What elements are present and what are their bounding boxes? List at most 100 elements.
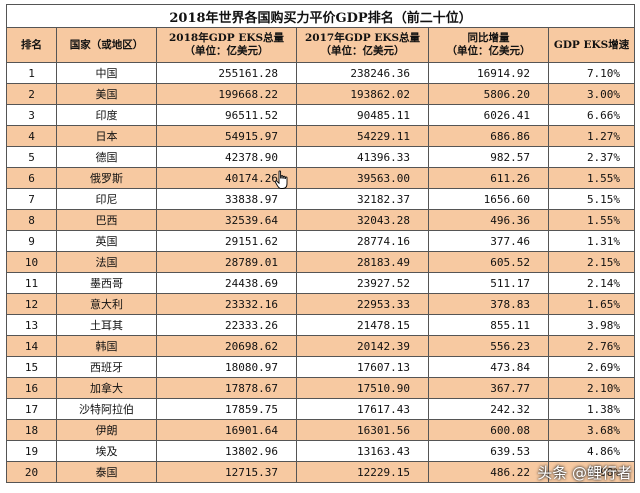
cell-rank: 10 [6,251,57,273]
cell-gdp-2017: 39563.00 [296,167,429,189]
table-row: 17 沙特阿拉伯 17859.75 17617.43 242.32 1.38% [6,398,636,420]
cell-gdp-2017: 32182.37 [296,188,429,210]
cell-growth-rate: 4.86% [547,440,636,462]
cell-increase: 5806.20 [428,83,549,105]
cell-country: 印尼 [56,188,157,210]
cell-gdp-2017: 54229.11 [296,125,429,147]
header-growth-rate: GDP EKS增速 [547,27,636,63]
cell-country: 印度 [56,104,157,126]
cell-gdp-2018: 96511.52 [156,104,297,126]
cell-rank: 6 [6,167,57,189]
cell-gdp-2017: 13163.43 [296,440,429,462]
title-row: 2018年世界各国购买力平价GDP排名（前二十位） [5,4,636,28]
cell-increase: 639.53 [428,440,549,462]
cell-increase: 600.08 [428,419,549,441]
cell-country: 法国 [56,251,157,273]
cell-gdp-2017: 21478.15 [296,314,429,336]
cell-country: 埃及 [56,440,157,462]
cell-gdp-2017: 90485.11 [296,104,429,126]
cell-country: 意大利 [56,293,157,315]
cell-rank: 9 [6,230,57,252]
cell-gdp-2017: 28774.16 [296,230,429,252]
cell-growth-rate: 2.14% [547,272,636,294]
table-row: 8 巴西 32539.64 32043.28 496.36 1.55% [6,209,636,231]
cell-gdp-2017: 20142.39 [296,335,429,357]
cell-rank: 17 [6,398,57,420]
table-body: 1 中国 255161.28 238246.36 16914.92 7.10% 2 美国 199… [6,62,636,483]
cell-increase: 982.57 [428,146,549,168]
cell-growth-rate: 2.76% [547,335,636,357]
header-gdp-2017-line2: （单位：亿美元） [320,45,405,57]
cell-gdp-2018: 28789.01 [156,251,297,273]
cell-growth-rate: 2.69% [547,356,636,378]
cell-growth-rate: 7.10% [547,62,636,84]
cell-growth-rate: 2.37% [547,146,636,168]
cell-country: 加拿大 [56,377,157,399]
cell-gdp-2018: 29151.62 [156,230,297,252]
watermark: 头条 @鲤行者 [537,464,632,482]
table-row: 6 俄罗斯 40174.26 39563.00 611.26 1.55% [6,167,636,189]
hand-pointer-icon [274,170,288,189]
cell-country: 日本 [56,125,157,147]
cell-gdp-2017: 28183.49 [296,251,429,273]
cell-rank: 18 [6,419,57,441]
cell-gdp-2017: 17617.43 [296,398,429,420]
cell-gdp-2017: 17607.13 [296,356,429,378]
table-row: 14 韩国 20698.62 20142.39 556.23 2.76% [6,335,636,357]
cell-gdp-2018: 32539.64 [156,209,297,231]
cell-rank: 11 [6,272,57,294]
cell-gdp-2018: 42378.90 [156,146,297,168]
table-row: 13 土耳其 22333.26 21478.15 855.11 3.98% [6,314,636,336]
cell-gdp-2017: 41396.33 [296,146,429,168]
cell-gdp-2018: 20698.62 [156,335,297,357]
cell-growth-rate: 6.66% [547,104,636,126]
cell-rank: 5 [6,146,57,168]
table-row: 15 西班牙 18080.97 17607.13 473.84 2.69% [6,356,636,378]
cell-country: 泰国 [56,461,157,483]
cell-country: 德国 [56,146,157,168]
header-increase-line2: （单位：亿美元） [446,45,531,57]
cell-gdp-2018: 13802.96 [156,440,297,462]
header-increase-line1: 同比增量 [467,32,510,44]
cell-gdp-2017: 17510.90 [296,377,429,399]
table-row: 1 中国 255161.28 238246.36 16914.92 7.10% [6,62,636,84]
cell-gdp-2017: 12229.15 [296,461,429,483]
cell-increase: 377.46 [428,230,549,252]
cell-rank: 16 [6,377,57,399]
cell-rank: 8 [6,209,57,231]
header-gdp-2018-line1: 2018年GDP EKS总量 [168,32,285,44]
cell-gdp-2018: 18080.97 [156,356,297,378]
cell-increase: 1656.60 [428,188,549,210]
table-row: 9 英国 29151.62 28774.16 377.46 1.31% [6,230,636,252]
cell-increase: 473.84 [428,356,549,378]
cell-rank: 1 [6,62,57,84]
table-row: 5 德国 42378.90 41396.33 982.57 2.37% [6,146,636,168]
header-row: 排名 国家（或地区） 2018年GDP EKS总量 （单位：亿美元） 2017年… [6,27,636,63]
cell-growth-rate: 2.15% [547,251,636,273]
table-row: 10 法国 28789.01 28183.49 605.52 2.15% [6,251,636,273]
header-country: 国家（或地区） [56,27,157,63]
cell-gdp-2017: 22953.33 [296,293,429,315]
cell-gdp-2017: 193862.02 [296,83,429,105]
table-title: 2018年世界各国购买力平价GDP排名（前二十位） [5,4,636,28]
cell-country: 中国 [56,62,157,84]
table-row: 20 泰国 12715.37 12229.15 486.22 3.98% [6,461,636,483]
cell-gdp-2018: 12715.37 [156,461,297,483]
cell-increase: 686.86 [428,125,549,147]
header-gdp-2017: 2017年GDP EKS总量 （单位：亿美元） [296,27,429,63]
cell-country: 英国 [56,230,157,252]
table-row: 7 印尼 33838.97 32182.37 1656.60 5.15% [6,188,636,210]
header-gdp-2018-line2: （单位：亿美元） [184,45,269,57]
cell-gdp-2018: 54915.97 [156,125,297,147]
cell-growth-rate: 1.55% [547,167,636,189]
cell-gdp-2017: 23927.52 [296,272,429,294]
cell-gdp-2018: 22333.26 [156,314,297,336]
cell-country: 沙特阿拉伯 [56,398,157,420]
cell-growth-rate: 3.98% [547,461,636,483]
table-row: 12 意大利 23332.16 22953.33 378.83 1.65% [6,293,636,315]
cell-growth-rate: 3.68% [547,419,636,441]
cell-rank: 15 [6,356,57,378]
cell-rank: 12 [6,293,57,315]
cell-growth-rate: 1.31% [547,230,636,252]
gdp-ranking-sheet: 2018年世界各国购买力平价GDP排名（前二十位） 排名 国家（或地区） 201… [5,4,636,483]
